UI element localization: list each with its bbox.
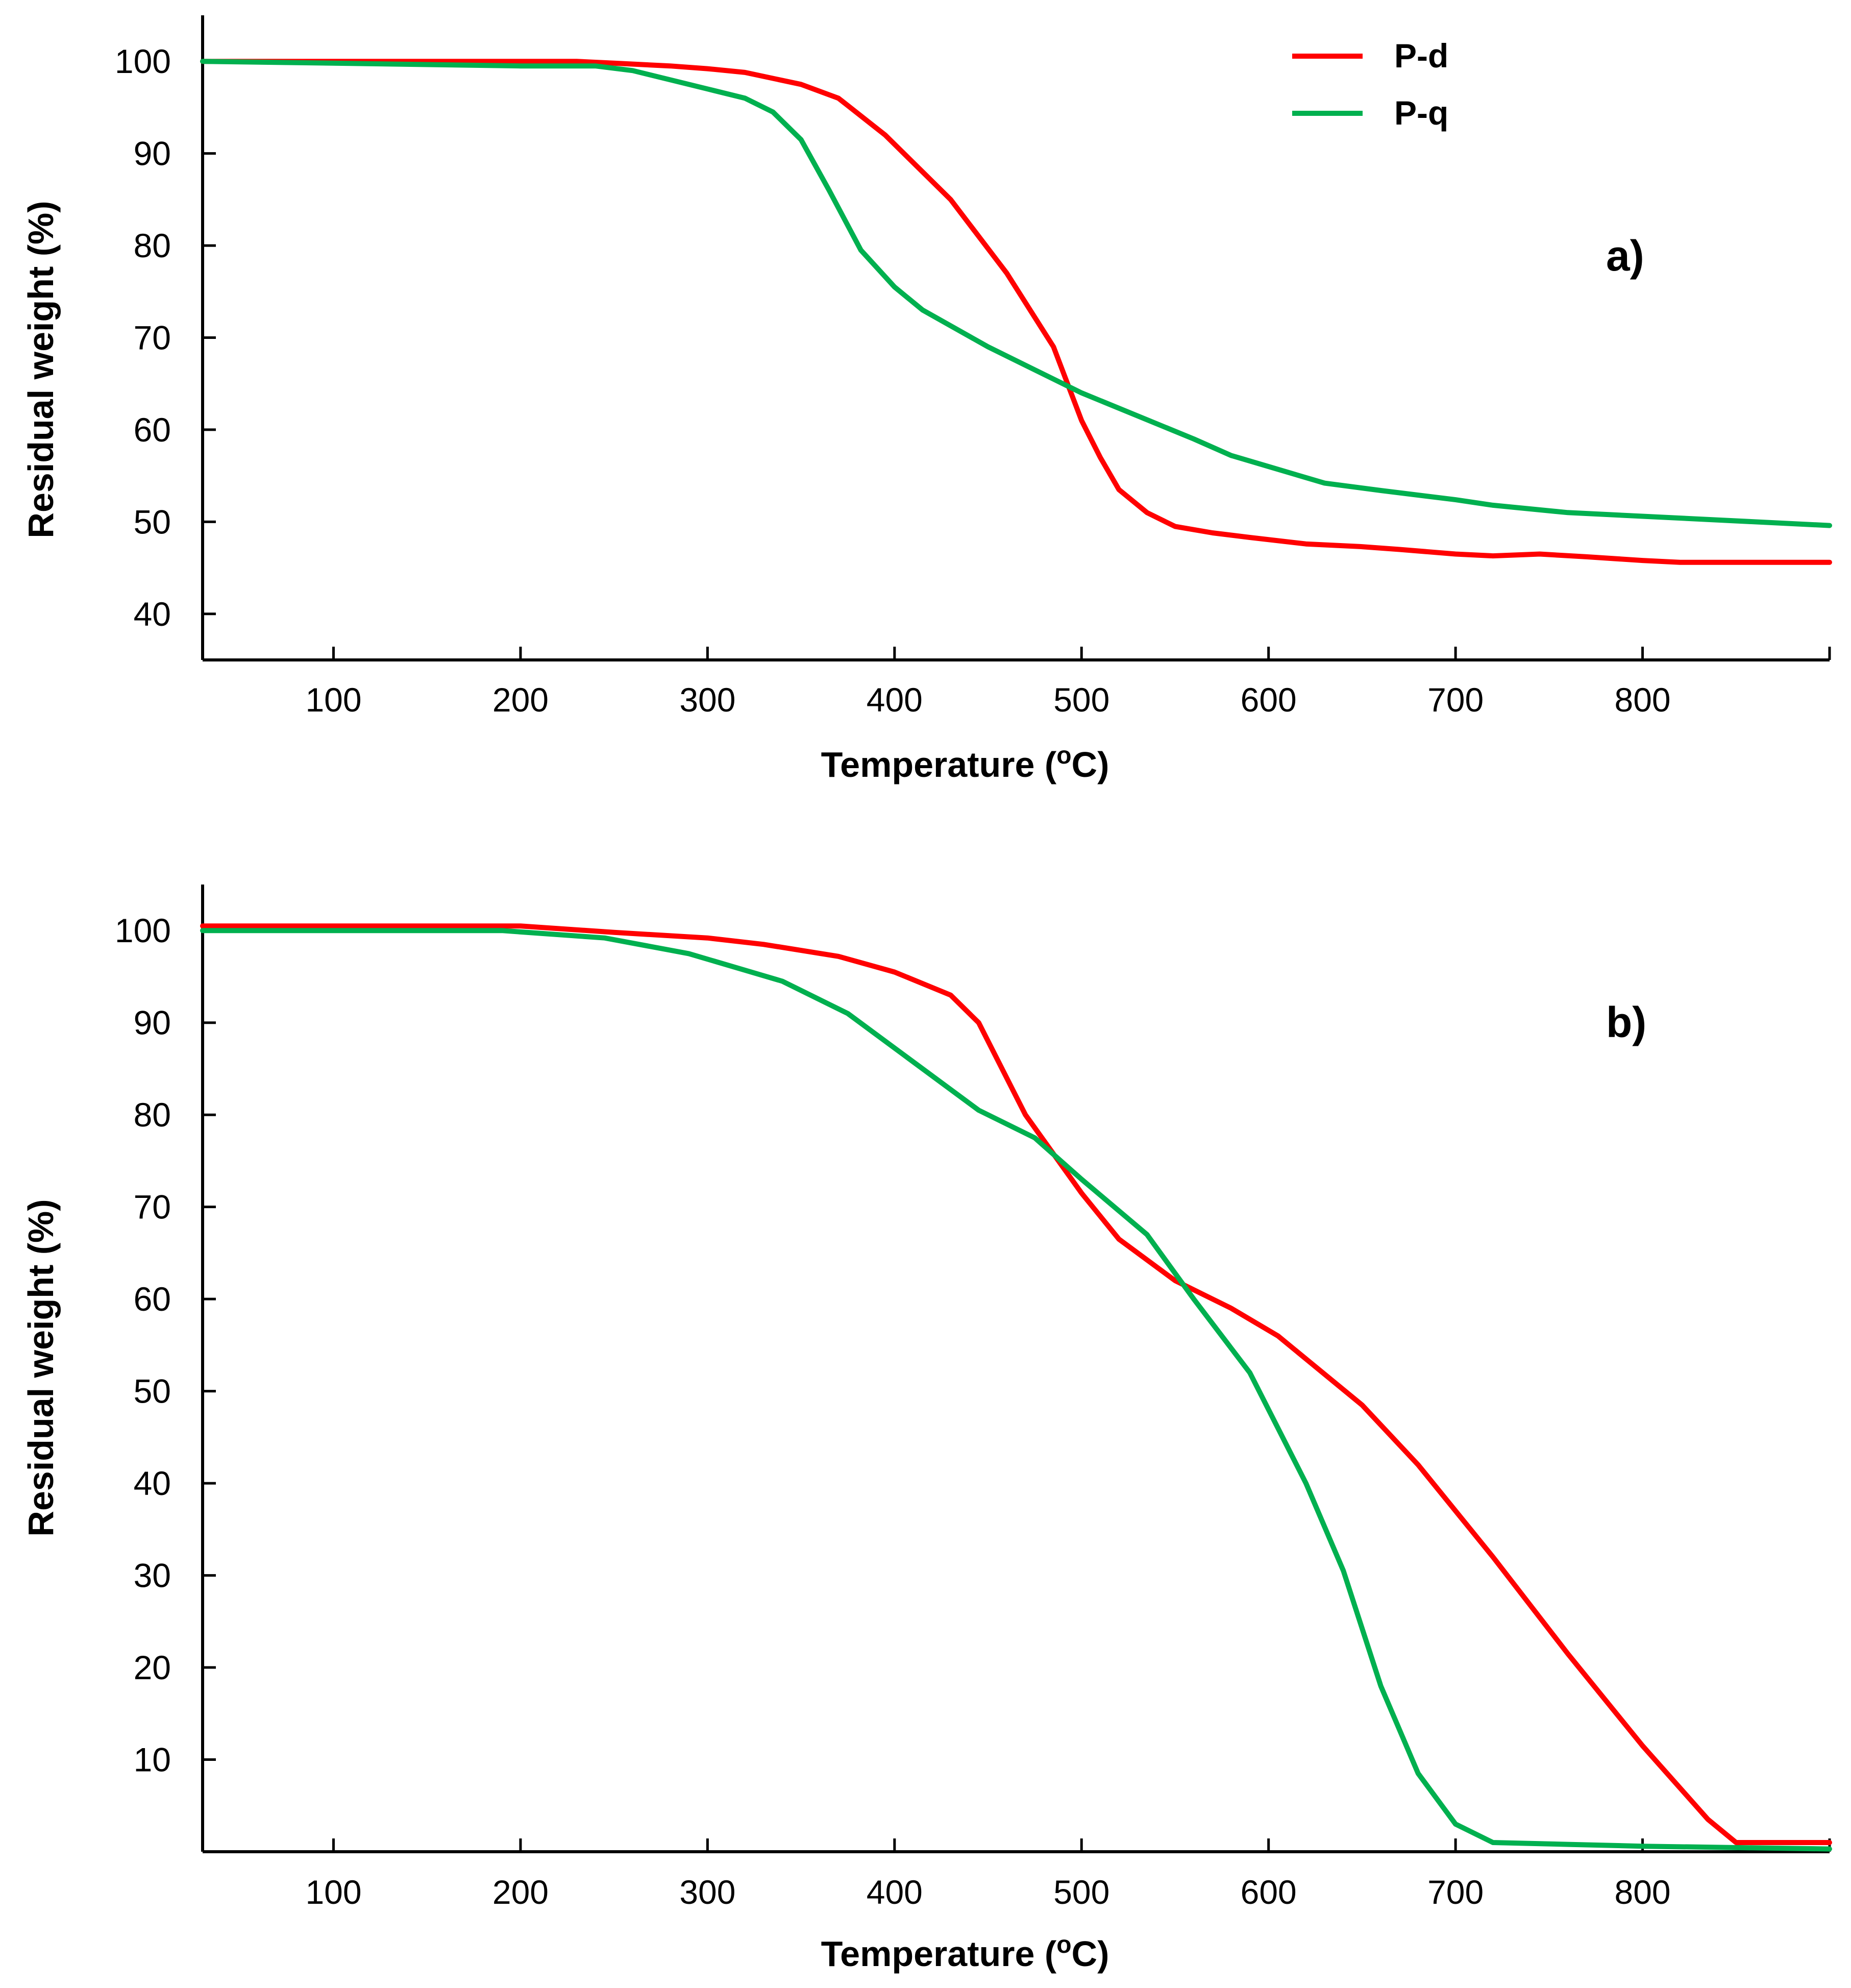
x-tick-label: 600: [1241, 681, 1297, 719]
series-group-a: [200, 59, 1832, 565]
panel-label-a: a): [1606, 232, 1644, 280]
x-axis-title-unit-b: C): [1072, 1934, 1109, 1974]
x-tick-label: 800: [1615, 681, 1671, 719]
chart-panel-b: 100 200 300 400 500 600 700 800 10 20 30 40 50 60 70 8…: [21, 885, 1832, 1974]
series-line-p-d: [200, 923, 1832, 1845]
x-axis-title-unit-a: C): [1072, 745, 1109, 784]
x-tick-label: 300: [679, 1873, 735, 1911]
y-ticks-a: 40 50 60 70 80 90 100: [115, 42, 216, 633]
x-tick-label: 200: [492, 1873, 549, 1911]
y-tick-label: 80: [134, 1096, 171, 1134]
series-group-b: [200, 923, 1832, 1852]
x-tick-label: 500: [1053, 681, 1109, 719]
x-axis-title-text-b: Temperature (: [821, 1934, 1057, 1974]
x-tick-label: 800: [1615, 1873, 1671, 1911]
x-ticks-a: 100 200 300 400 500 600 700 800: [305, 647, 1831, 719]
y-tick-label: 50: [134, 503, 171, 541]
x-tick-label: 500: [1053, 1873, 1109, 1911]
y-tick-label: 80: [134, 227, 171, 264]
y-tick-label: 100: [115, 912, 171, 949]
axes-a: [201, 15, 1830, 661]
y-ticks-b: 10 20 30 40 50 60 70 80 90 100: [115, 912, 216, 1779]
y-tick-label: 70: [134, 319, 171, 357]
series-line-p-q: [200, 928, 1832, 1852]
x-tick-label: 700: [1427, 681, 1484, 719]
y-tick-label: 60: [134, 411, 171, 449]
panel-label-b: b): [1606, 998, 1646, 1046]
legend-label-p-d: P-d: [1394, 37, 1448, 75]
x-tick-label: 400: [867, 1873, 923, 1911]
x-axis-title-degree-a: o: [1056, 742, 1071, 769]
x-axis-title-text-a: Temperature (: [821, 745, 1057, 784]
series-line-p-q: [200, 59, 1832, 528]
y-axis-title-a: Residual weight (%): [21, 201, 61, 538]
x-tick-label: 600: [1241, 1873, 1297, 1911]
x-tick-label: 700: [1427, 1873, 1484, 1911]
y-tick-label: 50: [134, 1372, 171, 1410]
x-tick-label: 100: [305, 681, 361, 719]
legend-label-p-q: P-q: [1394, 94, 1448, 132]
y-axis-title-b: Residual weight (%): [21, 1199, 61, 1536]
y-tick-label: 90: [134, 135, 171, 173]
x-axis-title-a: Temperature (oC): [821, 742, 1109, 784]
y-tick-label: 70: [134, 1188, 171, 1226]
y-tick-label: 20: [134, 1649, 171, 1686]
x-tick-label: 300: [679, 681, 735, 719]
chart-panel-a: 100 200 300 400 500 600 700 800 40 50 60 70 80 90 100…: [21, 15, 1832, 784]
series-line-p-d: [200, 59, 1832, 565]
axes-b: [201, 885, 1830, 1853]
x-ticks-b: 100 200 300 400 500 600 700 800: [305, 1838, 1831, 1911]
legend: P-d P-q: [1292, 37, 1448, 132]
y-tick-label: 10: [134, 1741, 171, 1779]
x-tick-label: 200: [492, 681, 549, 719]
y-tick-label: 100: [115, 42, 171, 80]
x-tick-label: 100: [305, 1873, 361, 1911]
y-tick-label: 40: [134, 595, 171, 633]
y-tick-label: 60: [134, 1280, 171, 1318]
x-tick-label: 400: [867, 681, 923, 719]
x-axis-title-degree-b: o: [1056, 1931, 1071, 1958]
x-axis-title-b: Temperature (oC): [821, 1931, 1109, 1974]
y-tick-label: 40: [134, 1464, 171, 1502]
y-tick-label: 30: [134, 1557, 171, 1594]
y-tick-label: 90: [134, 1004, 171, 1042]
